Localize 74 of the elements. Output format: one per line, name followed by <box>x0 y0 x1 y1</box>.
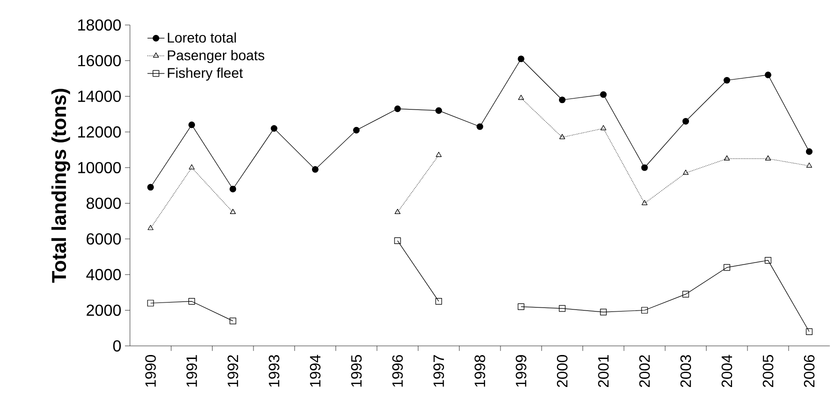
point <box>682 170 689 175</box>
point <box>435 298 442 305</box>
point <box>600 91 607 98</box>
point <box>600 308 607 316</box>
x-tick-label: 1990 <box>145 355 156 387</box>
y-tick-label: 16000 <box>78 55 121 66</box>
point <box>436 152 442 157</box>
y-tick-label: 6000 <box>86 233 121 245</box>
x-tick-label: 2005 <box>762 355 774 388</box>
y-tick-label: 18000 <box>78 19 121 31</box>
legend-label: Fishery fleet <box>168 68 243 81</box>
point <box>518 303 524 310</box>
point <box>148 224 154 230</box>
x-tick-label: 1998 <box>474 355 486 387</box>
x-tick-label: 1992 <box>228 355 238 387</box>
point <box>600 125 606 130</box>
point <box>764 72 772 78</box>
point <box>476 123 484 130</box>
point <box>435 107 442 114</box>
y-tick-label: 10000 <box>78 162 121 174</box>
x-tick-label: 2004 <box>722 354 732 388</box>
point <box>230 186 236 192</box>
x-tick-label: 2006 <box>804 355 815 388</box>
x-tick-label: 1997 <box>433 355 444 387</box>
y-axis-title: Total landings (tons) <box>51 88 70 283</box>
x-tick-label: 1991 <box>186 355 198 387</box>
legend-label: Loreto total <box>168 32 236 43</box>
point <box>806 162 812 168</box>
point <box>764 257 772 264</box>
x-tick-label: 2001 <box>598 355 609 388</box>
x-tick-label: 1994 <box>310 354 321 387</box>
point <box>641 164 648 171</box>
point <box>641 306 648 314</box>
point <box>724 77 730 84</box>
y-tick-label: 2000 <box>86 304 121 316</box>
y-tick-label: 0 <box>113 340 121 352</box>
x-tick-label: 2003 <box>680 355 692 388</box>
x-tick-label: 1995 <box>351 355 362 387</box>
point <box>558 305 566 312</box>
point <box>394 237 401 244</box>
x-tick-label: 1993 <box>268 355 280 387</box>
point <box>394 208 400 214</box>
point <box>765 155 771 161</box>
point <box>312 166 319 173</box>
point <box>806 328 813 335</box>
point <box>188 122 196 128</box>
point <box>270 125 278 132</box>
point <box>230 208 236 214</box>
point <box>394 106 401 112</box>
point <box>518 94 524 100</box>
point <box>230 318 236 324</box>
point <box>724 155 730 161</box>
point <box>682 118 690 125</box>
x-tick-label: 1999 <box>516 355 526 387</box>
point <box>559 134 566 140</box>
point <box>353 126 360 134</box>
y-tick-label: 12000 <box>78 126 121 138</box>
legend-label: Pasenger boats <box>168 50 264 64</box>
point <box>188 164 195 170</box>
x-tick-label: 1996 <box>392 355 403 387</box>
point <box>147 300 154 306</box>
x-tick-label: 2002 <box>639 355 650 388</box>
point <box>724 264 730 271</box>
y-tick-label: 14000 <box>78 90 121 102</box>
point <box>188 298 196 305</box>
point <box>682 290 690 298</box>
point <box>642 200 648 206</box>
point <box>518 56 524 62</box>
point <box>558 96 566 104</box>
x-tick-label: 2000 <box>556 355 568 388</box>
y-tick-label: 4000 <box>86 268 121 280</box>
point <box>147 184 154 191</box>
y-tick-label: 8000 <box>86 198 121 209</box>
point <box>806 148 813 155</box>
